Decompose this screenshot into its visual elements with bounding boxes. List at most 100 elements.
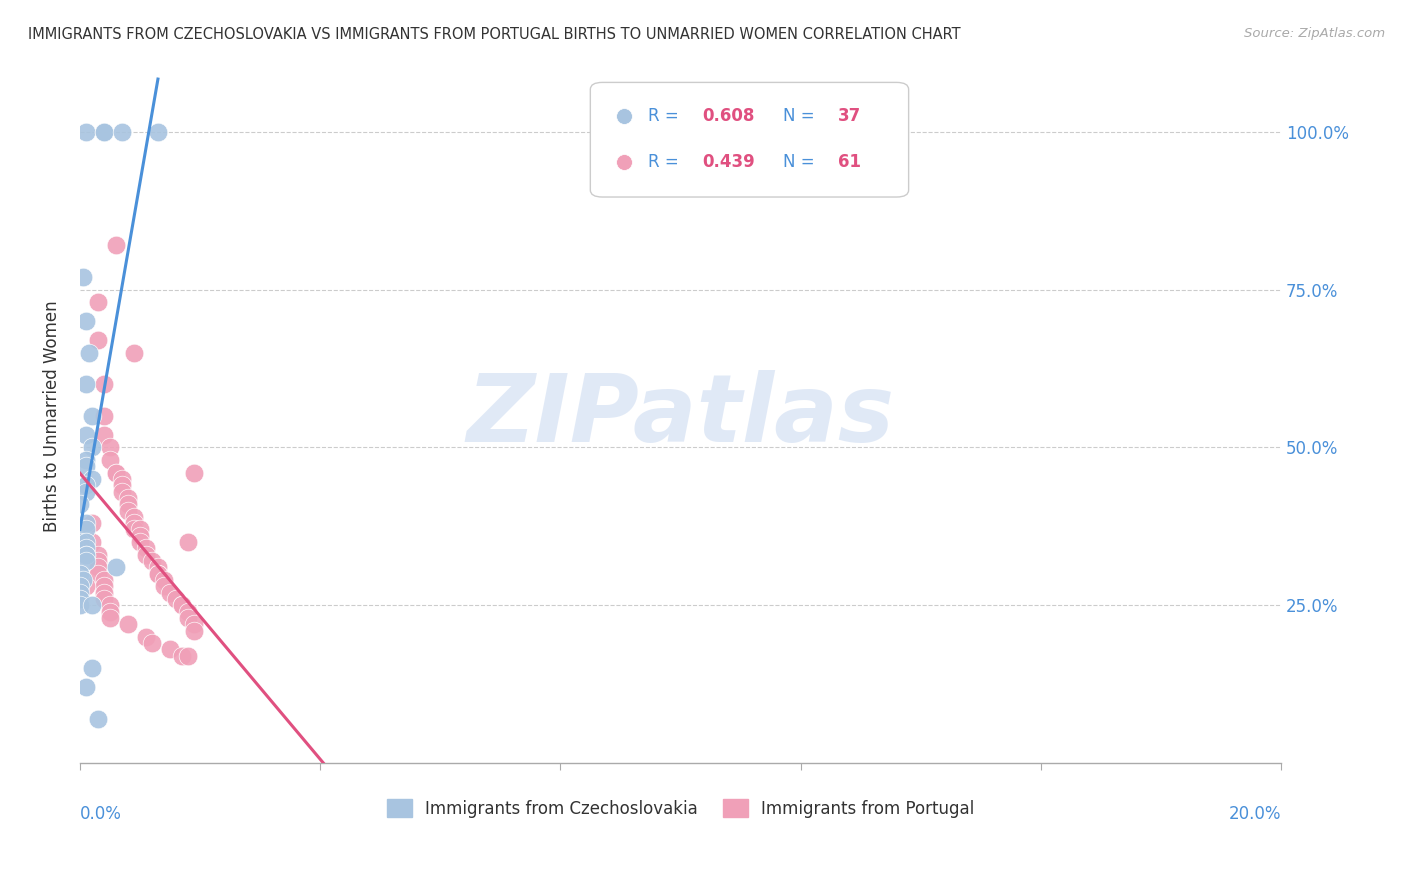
- Point: [72, 269, 94, 284]
- Point: [75, 681, 97, 695]
- Point: [80, 535, 103, 549]
- Point: [153, 579, 176, 593]
- Text: 0.608: 0.608: [702, 107, 755, 125]
- Point: [146, 560, 169, 574]
- Legend: Immigrants from Czechoslovakia, Immigrants from Portugal: Immigrants from Czechoslovakia, Immigran…: [380, 793, 981, 824]
- Point: [69, 579, 91, 593]
- Point: [177, 605, 200, 619]
- Text: N =: N =: [783, 153, 820, 171]
- Point: [93, 591, 115, 606]
- Point: [93, 573, 115, 587]
- Text: R =: R =: [648, 107, 683, 125]
- Point: [177, 611, 200, 625]
- Point: [183, 617, 205, 632]
- Point: [98, 441, 121, 455]
- Point: [72, 573, 94, 587]
- Point: [177, 648, 200, 663]
- Point: [129, 535, 152, 549]
- Point: [75, 541, 97, 556]
- Point: [141, 554, 163, 568]
- FancyBboxPatch shape: [591, 82, 908, 197]
- Point: [69, 585, 91, 599]
- Point: [93, 427, 115, 442]
- Point: [93, 585, 115, 599]
- Point: [80, 409, 103, 423]
- Point: [104, 466, 127, 480]
- Point: [183, 466, 205, 480]
- Point: [75, 427, 97, 442]
- Point: [93, 409, 115, 423]
- Point: [104, 238, 127, 252]
- Point: [129, 529, 152, 543]
- Point: [75, 459, 97, 474]
- Point: [75, 554, 97, 568]
- Text: N =: N =: [783, 107, 820, 125]
- Point: [75, 453, 97, 467]
- Point: [165, 591, 187, 606]
- Point: [135, 548, 157, 562]
- Point: [135, 541, 157, 556]
- Point: [69, 591, 91, 606]
- Point: [170, 599, 193, 613]
- Point: [117, 491, 139, 505]
- Point: [111, 125, 134, 139]
- Text: R =: R =: [648, 153, 683, 171]
- Point: [93, 377, 115, 392]
- Point: [98, 453, 121, 467]
- Point: [159, 585, 181, 599]
- Point: [87, 712, 110, 726]
- Point: [87, 566, 110, 581]
- Text: Source: ZipAtlas.com: Source: ZipAtlas.com: [1244, 27, 1385, 40]
- Point: [122, 523, 145, 537]
- Point: [69, 497, 91, 511]
- Point: [153, 573, 176, 587]
- Point: [98, 611, 121, 625]
- Point: [98, 599, 121, 613]
- Point: [146, 125, 169, 139]
- Point: [170, 648, 193, 663]
- Point: [122, 516, 145, 531]
- Point: [77, 345, 100, 359]
- Y-axis label: Births to Unmarried Women: Births to Unmarried Women: [44, 300, 60, 532]
- Point: [75, 579, 97, 593]
- Point: [159, 642, 181, 657]
- Point: [80, 599, 103, 613]
- Point: [170, 599, 193, 613]
- Point: [80, 472, 103, 486]
- Point: [87, 295, 110, 310]
- Point: [111, 484, 134, 499]
- Text: 37: 37: [838, 107, 860, 125]
- Point: [75, 548, 97, 562]
- Point: [111, 478, 134, 492]
- Point: [122, 345, 145, 359]
- Point: [98, 605, 121, 619]
- Text: ZIPatlas: ZIPatlas: [467, 370, 894, 462]
- Point: [141, 636, 163, 650]
- Point: [75, 125, 97, 139]
- Point: [75, 516, 97, 531]
- Point: [69, 599, 91, 613]
- Point: [104, 466, 127, 480]
- Point: [93, 125, 115, 139]
- Point: [69, 535, 91, 549]
- Point: [75, 548, 97, 562]
- Point: [75, 484, 97, 499]
- Point: [75, 314, 97, 328]
- Point: [117, 503, 139, 517]
- Point: [75, 478, 97, 492]
- Point: [87, 554, 110, 568]
- Point: [69, 566, 91, 581]
- Point: [129, 523, 152, 537]
- Point: [135, 630, 157, 644]
- Text: 0.439: 0.439: [702, 153, 755, 171]
- Text: IMMIGRANTS FROM CZECHOSLOVAKIA VS IMMIGRANTS FROM PORTUGAL BIRTHS TO UNMARRIED W: IMMIGRANTS FROM CZECHOSLOVAKIA VS IMMIGR…: [28, 27, 960, 42]
- Point: [117, 617, 139, 632]
- Point: [183, 624, 205, 638]
- Text: 20.0%: 20.0%: [1229, 805, 1281, 822]
- Point: [75, 523, 97, 537]
- Point: [122, 509, 145, 524]
- Point: [93, 579, 115, 593]
- Point: [93, 125, 115, 139]
- Point: [111, 472, 134, 486]
- Point: [75, 535, 97, 549]
